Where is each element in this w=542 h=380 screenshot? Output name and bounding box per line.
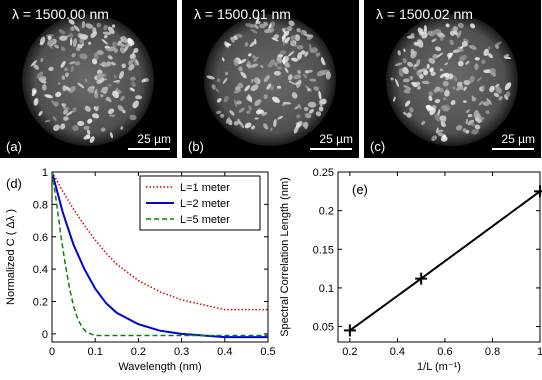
x-tick-label: 1 [537, 346, 542, 358]
y-tick-label: 0.8 [33, 199, 48, 211]
scale-bar-text: 25 µm [137, 132, 171, 146]
y-tick-label: 0.2 [319, 206, 334, 218]
y-axis-label: Spectral Correlation Length (nm) [279, 177, 291, 337]
y-axis-label: Normalized C ( Δλ ) [5, 209, 17, 305]
scale-bar-text: 25 µm [501, 132, 535, 146]
scale-bar-text: 25 µm [319, 132, 353, 146]
wavelength-label: λ = 1500.00 nm [12, 6, 109, 22]
y-tick-label: 0.4 [33, 264, 48, 276]
speckle-grain [42, 84, 47, 91]
y-tick-label: 0.05 [313, 322, 334, 334]
y-tick-label: 0.15 [313, 244, 334, 256]
speckle-grain [274, 71, 281, 76]
x-tick-label: 0.5 [260, 346, 275, 358]
panel-label: (b) [188, 139, 204, 154]
speckle-grain [443, 81, 449, 87]
speckle-image-c: λ = 1500.02 nm (c) 25 µm [364, 0, 541, 158]
legend-entry: L=2 meter [180, 198, 230, 210]
panel-label: (d) [6, 176, 22, 191]
y-tick-label: 0 [42, 329, 48, 341]
scale-bar [492, 148, 534, 150]
x-tick-label: 0.4 [217, 346, 232, 358]
x-tick-label: 0.1 [88, 346, 103, 358]
x-tick-label: 0.8 [485, 346, 500, 358]
scale-bar [128, 148, 170, 150]
legend: L=1 meter L=2 meter L=5 meter [140, 176, 260, 230]
panel-label: (a) [6, 139, 22, 154]
wavelength-label: λ = 1500.01 nm [194, 6, 291, 22]
y-tick-label: 0.1 [319, 283, 334, 295]
speckle-grain [112, 24, 115, 27]
legend-entry: L=5 meter [180, 214, 230, 226]
y-tick-label: 0.25 [313, 167, 334, 179]
y-tick-label: 0.6 [33, 232, 48, 244]
speckle-grain [277, 66, 282, 69]
x-tick-label: 0.4 [390, 346, 405, 358]
x-tick-label: 0.2 [131, 346, 146, 358]
scale-bar [310, 148, 352, 150]
x-tick-label: 0.2 [342, 346, 357, 358]
speckle-image-b: λ = 1500.01 nm (b) 25 µm [182, 0, 359, 158]
x-axis-label: Wavelength (nm) [118, 361, 201, 373]
speckle-image-a: λ = 1500.00 nm (a) 25 µm [0, 0, 177, 158]
y-tick-label: 1 [42, 167, 48, 179]
panel-label: (c) [370, 139, 385, 154]
speckle-grain [443, 98, 446, 101]
wavelength-label: λ = 1500.02 nm [376, 6, 473, 22]
x-tick-label: 0 [49, 346, 55, 358]
x-tick-label: 0.6 [437, 346, 452, 358]
x-axis-label: 1/L (m⁻¹) [417, 361, 461, 373]
panel-label: (e) [352, 182, 368, 197]
y-tick-label: 0.2 [33, 297, 48, 309]
legend-entry: L=1 meter [180, 182, 230, 194]
x-tick-label: 0.3 [174, 346, 189, 358]
speckle-grain [411, 49, 415, 55]
chart-e-correlation-length: 0.2 0.4 0.6 0.8 1 0.05 0.1 0.15 0.2 0.25 1/L (m⁻¹)… [278, 162, 542, 380]
chart-d-correlation: 0 0.1 0.2 0.3 0.4 0.5 0 0.2 0.4 0.6 0.8 1 Wavelength… [0, 162, 275, 380]
